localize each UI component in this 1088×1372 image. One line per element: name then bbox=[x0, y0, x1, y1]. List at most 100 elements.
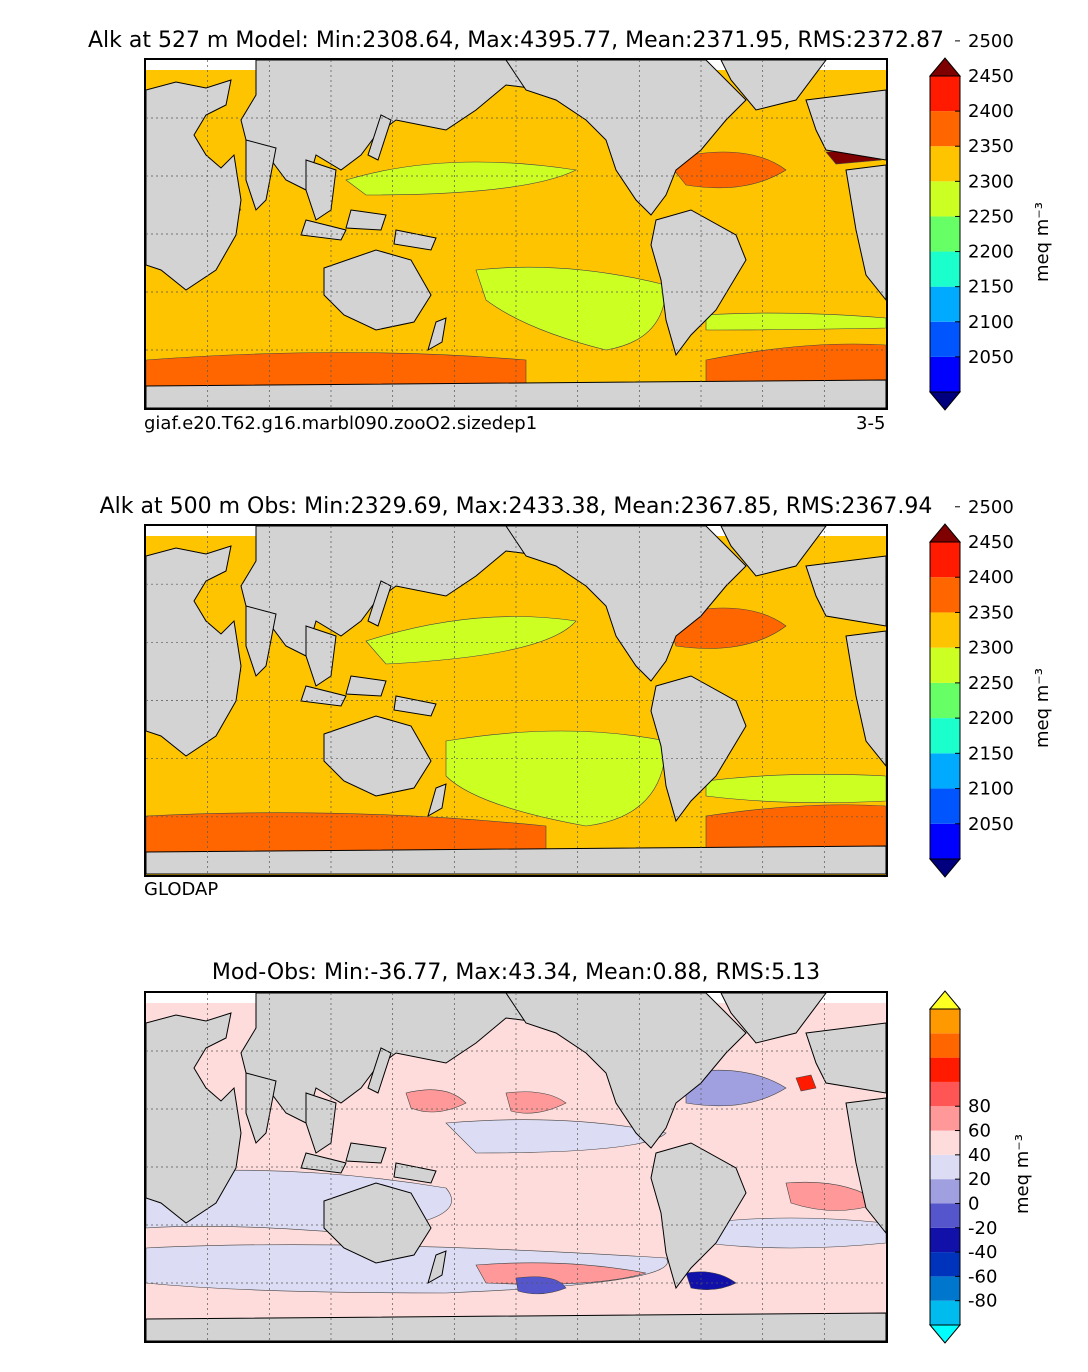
colorbar-segment bbox=[930, 1106, 960, 1131]
caption-right: 3-5 bbox=[856, 413, 886, 434]
contour-region bbox=[705, 804, 886, 852]
land-mass bbox=[300, 685, 347, 707]
contour-region bbox=[705, 774, 886, 803]
colorbar-segment bbox=[930, 146, 960, 182]
contour-region bbox=[685, 1069, 787, 1107]
contour-region bbox=[445, 730, 667, 827]
land-mass bbox=[345, 209, 387, 231]
land-mass bbox=[146, 545, 242, 757]
colorbar-tick-label: 2450 bbox=[968, 66, 1014, 87]
colorbar-svg: 2050 2100 2150 2200 2250 2300 2350 2400 2450 2500 bbox=[928, 497, 1014, 878]
colorbar-tick-label: 2500 bbox=[968, 31, 1014, 52]
land-mass bbox=[305, 159, 337, 221]
land-mass bbox=[345, 1142, 387, 1164]
colorbar-segment bbox=[930, 356, 960, 392]
panel-title: Alk at 527 m Model: Min:2308.64, Max:439… bbox=[87, 28, 945, 53]
map-obs bbox=[144, 524, 888, 877]
colorbar-tick-label: 2300 bbox=[968, 171, 1014, 192]
colorbar-tick-label: 2250 bbox=[968, 206, 1014, 227]
contour-region bbox=[146, 352, 527, 391]
caption-left: giaf.e20.T62.g16.marbl090.zooO2.sizedep1 bbox=[144, 413, 538, 434]
contour-region bbox=[705, 312, 886, 331]
land-mass bbox=[393, 695, 437, 717]
panel-model: Alk at 527 m Model: Min:2308.64, Max:439… bbox=[0, 0, 1088, 460]
land-mass bbox=[650, 209, 747, 357]
colorbar-segment bbox=[930, 1300, 960, 1325]
contour-region bbox=[146, 812, 547, 857]
land-mass bbox=[300, 1152, 347, 1174]
land-mass bbox=[845, 164, 886, 301]
colorbar-tick-label: 2100 bbox=[968, 312, 1014, 333]
colorbar-segment bbox=[930, 823, 960, 859]
colorbar-frame bbox=[929, 1008, 961, 1326]
colorbar-tick-label: 2350 bbox=[968, 602, 1014, 623]
colorbar-svg: 2050 2100 2150 2200 2250 2300 2350 2400 2450 2500 bbox=[928, 31, 1014, 411]
land-mass bbox=[245, 605, 277, 677]
colorbar-frame bbox=[929, 75, 961, 393]
land-mass bbox=[245, 139, 277, 211]
land-mass bbox=[393, 1162, 437, 1184]
land-mass bbox=[427, 317, 447, 352]
contour-region bbox=[505, 1091, 567, 1114]
colorbar-tick-label: 2150 bbox=[968, 743, 1014, 764]
colorbar-segment bbox=[930, 251, 960, 287]
land-mass bbox=[300, 219, 347, 241]
land-mass bbox=[245, 1072, 277, 1144]
land-mass bbox=[650, 1142, 747, 1290]
land-mass bbox=[805, 555, 886, 627]
colorbar-segment bbox=[930, 753, 960, 789]
contour-region bbox=[685, 1271, 737, 1290]
contour-region bbox=[705, 1217, 886, 1249]
colorbar-segment bbox=[930, 718, 960, 754]
colorbar-segment bbox=[930, 181, 960, 217]
colorbar-tick-label: 2350 bbox=[968, 136, 1014, 157]
contour-region bbox=[365, 616, 577, 665]
colorbar-segment bbox=[930, 1057, 960, 1082]
map-svg bbox=[146, 60, 886, 408]
contour-region bbox=[405, 1089, 467, 1113]
land-mass bbox=[505, 993, 747, 1149]
land-mass bbox=[427, 783, 447, 818]
colorbar-segment bbox=[930, 612, 960, 648]
contour-region bbox=[345, 161, 577, 196]
colorbar-segment bbox=[930, 76, 960, 112]
colorbar-segment bbox=[930, 577, 960, 613]
land-mass bbox=[805, 89, 886, 161]
colorbar-tick-label: 40 bbox=[968, 1145, 991, 1166]
colorbar-tick-label: 80 bbox=[968, 1096, 991, 1117]
colorbar-segment bbox=[930, 321, 960, 357]
colorbar-segment bbox=[930, 1252, 960, 1277]
colorbar-segment bbox=[930, 1203, 960, 1228]
colorbar-tick-label: 0 bbox=[968, 1193, 979, 1214]
colorbar-tick-label: 2250 bbox=[968, 673, 1014, 694]
colorbar-tick-label: -80 bbox=[968, 1291, 997, 1312]
colorbar-svg: -80 -60 -40 -20 0 20 40 60 80 bbox=[928, 990, 997, 1344]
colorbar-tick-label: 2400 bbox=[968, 567, 1014, 588]
colorbar-tick-label: 2050 bbox=[968, 347, 1014, 368]
land-mass bbox=[845, 630, 886, 767]
land-mass bbox=[146, 79, 242, 291]
colorbar-tick-label: 2150 bbox=[968, 277, 1014, 298]
colorbar-tick-label: -20 bbox=[968, 1218, 997, 1239]
land-mass bbox=[720, 993, 827, 1044]
colorbar-segment bbox=[930, 1130, 960, 1155]
land-mass bbox=[720, 60, 827, 111]
land-mass bbox=[505, 60, 747, 216]
colorbar: 2050 2100 2150 2200 2250 2300 2350 2400 2450 2500 bbox=[928, 31, 1050, 411]
map-svg bbox=[146, 526, 886, 875]
colorbar-tick-label: 2400 bbox=[968, 101, 1014, 122]
land-mass bbox=[345, 675, 387, 697]
colorbar-segment bbox=[930, 682, 960, 719]
land-mass bbox=[505, 526, 747, 682]
panel-title: Mod-Obs: Min:-36.77, Max:43.34, Mean:0.8… bbox=[211, 960, 821, 985]
colorbar-tick-label: 20 bbox=[968, 1169, 991, 1190]
colorbar-label: meq m⁻³ bbox=[1012, 1133, 1033, 1214]
contour-region bbox=[665, 151, 787, 189]
colorbar-tick-label: 2300 bbox=[968, 638, 1014, 659]
map-model bbox=[144, 58, 888, 410]
contour-region bbox=[475, 266, 667, 351]
land-mass bbox=[305, 1092, 337, 1154]
contour-region bbox=[795, 1074, 817, 1092]
colorbar-tick-label: 2200 bbox=[968, 242, 1014, 263]
